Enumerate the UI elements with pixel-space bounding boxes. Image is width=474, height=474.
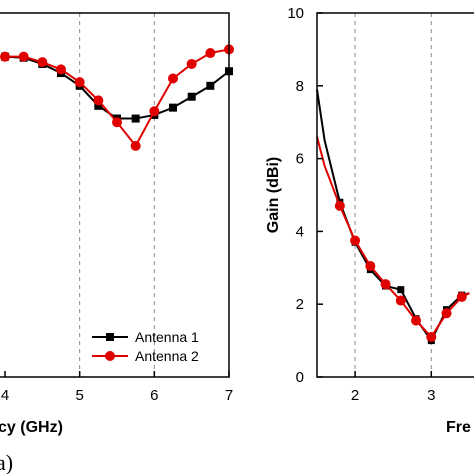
right-plot-frame xyxy=(316,12,474,378)
left-x-tick-label: 6 xyxy=(150,387,158,404)
left-panel: 4 5 6 7 cy (GHz) Antenna 1 Antenna 2 xyxy=(0,12,234,436)
right-data-point xyxy=(441,308,452,319)
right-x-axis-label: Fre xyxy=(446,419,471,436)
left-data-point xyxy=(56,64,66,75)
legend-label-antenna-1: Antenna 1 xyxy=(135,329,199,345)
legend-marker-antenna-2 xyxy=(105,351,115,361)
left-x-ticks: 4 5 6 7 xyxy=(1,371,233,404)
right-data-point xyxy=(426,331,437,342)
right-x-tick-label: 2 xyxy=(351,387,359,404)
right-series-line-1 xyxy=(316,89,470,343)
right-data-point xyxy=(456,291,467,302)
right-y-tick-label: 2 xyxy=(296,296,304,313)
left-data-point xyxy=(94,101,103,110)
right-data-point xyxy=(380,279,391,290)
left-data-point xyxy=(0,51,10,62)
left-data-point xyxy=(205,48,216,59)
left-data-point xyxy=(74,77,85,88)
left-data-point xyxy=(149,106,160,117)
right-y-tick-label: 0 xyxy=(296,369,304,386)
legend-label-antenna-2: Antenna 2 xyxy=(135,348,199,364)
right-y-tick-label: 6 xyxy=(296,151,304,168)
left-plot-frame xyxy=(0,12,230,378)
left-x-axis-label: cy (GHz) xyxy=(0,419,63,436)
left-data-point xyxy=(186,58,197,69)
right-data-point xyxy=(411,315,422,326)
right-series-group xyxy=(316,89,470,345)
left-data-point xyxy=(93,95,104,106)
left-x-tick-label: 7 xyxy=(225,387,233,404)
left-x-tick-label: 4 xyxy=(1,387,9,404)
legend: Antenna 1 Antenna 2 xyxy=(92,329,199,364)
left-data-point xyxy=(187,92,196,101)
left-data-point xyxy=(112,117,122,128)
left-data-point xyxy=(37,57,48,68)
right-y-tick-label: 10 xyxy=(287,5,304,22)
left-data-point xyxy=(130,140,141,151)
left-grid xyxy=(79,13,155,377)
right-data-point xyxy=(365,260,376,271)
left-data-point xyxy=(206,81,215,90)
left-data-point xyxy=(169,103,177,112)
left-data-point xyxy=(131,114,140,123)
right-x-tick-label: 3 xyxy=(427,387,435,404)
left-series-group xyxy=(0,44,234,151)
legend-marker-antenna-1 xyxy=(106,333,114,341)
right-data-point xyxy=(334,200,345,211)
right-data-point xyxy=(397,286,405,294)
right-data-point xyxy=(395,295,406,306)
panel-label: a) xyxy=(0,450,13,474)
left-data-point xyxy=(168,73,178,84)
right-y-tick-label: 8 xyxy=(296,78,304,95)
left-x-tick-label: 5 xyxy=(75,387,83,404)
right-y-axis-label: Gain (dBi) xyxy=(265,157,282,233)
right-data-point xyxy=(350,235,361,246)
left-data-point xyxy=(18,51,29,62)
right-y-ticks: 0 2 4 6 8 10 xyxy=(287,5,323,386)
right-y-tick-label: 4 xyxy=(296,223,304,240)
